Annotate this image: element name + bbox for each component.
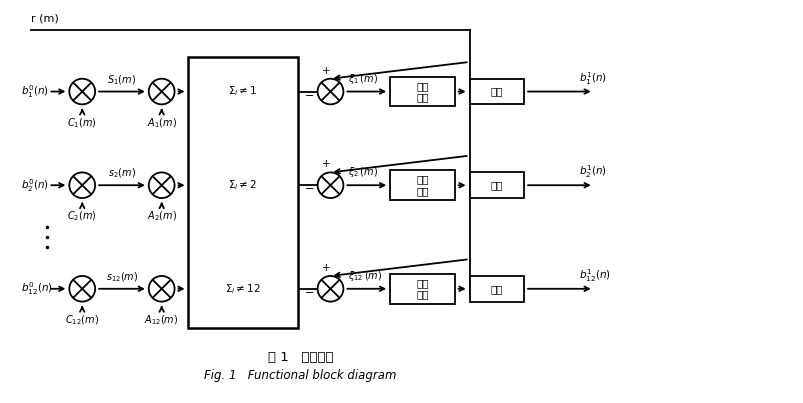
Text: $b^0_{12}(n)$: $b^0_{12}(n)$ bbox=[21, 280, 52, 297]
Text: $A_{12}(m)$: $A_{12}(m)$ bbox=[145, 314, 178, 327]
Bar bbox=[389, 77, 454, 106]
Bar bbox=[188, 57, 297, 328]
Text: $+$: $+$ bbox=[320, 158, 330, 169]
Text: 匹配
滤波: 匹配 滤波 bbox=[416, 174, 428, 196]
Text: $-$: $-$ bbox=[304, 182, 314, 192]
Text: $S_{1}(m)$: $S_{1}(m)$ bbox=[108, 73, 137, 87]
Text: $C_{12}(m)$: $C_{12}(m)$ bbox=[65, 314, 99, 327]
Bar bbox=[469, 79, 524, 104]
Text: $s_{2}(m)$: $s_{2}(m)$ bbox=[108, 167, 136, 180]
Text: $A_{1}(m)$: $A_{1}(m)$ bbox=[146, 116, 177, 130]
Text: $\Sigma_i \neq 12$: $\Sigma_i \neq 12$ bbox=[225, 282, 261, 296]
Text: $C_{2}(m)$: $C_{2}(m)$ bbox=[67, 210, 97, 224]
Text: $C_{1}(m)$: $C_{1}(m)$ bbox=[67, 116, 97, 130]
Text: $s_{12}(m)$: $s_{12}(m)$ bbox=[106, 270, 138, 284]
Bar bbox=[389, 274, 454, 303]
Text: $\xi_{2}\,(m)$: $\xi_{2}\,(m)$ bbox=[348, 165, 378, 179]
Bar bbox=[469, 276, 524, 301]
Text: $+$: $+$ bbox=[320, 262, 330, 273]
Text: $\xi_{12}\,(m)$: $\xi_{12}\,(m)$ bbox=[348, 269, 382, 283]
Text: $\xi_{1}\,(m)$: $\xi_{1}\,(m)$ bbox=[348, 72, 378, 85]
Text: 匹配
滤波: 匹配 滤波 bbox=[416, 81, 428, 102]
Text: 图 1   原理框图: 图 1 原理框图 bbox=[267, 351, 333, 364]
Bar bbox=[389, 170, 454, 200]
Text: 判决: 判决 bbox=[490, 284, 503, 294]
Text: $b^0_{2}(n)$: $b^0_{2}(n)$ bbox=[21, 177, 49, 193]
Text: Fig. 1   Functional block diagram: Fig. 1 Functional block diagram bbox=[204, 369, 397, 382]
Text: $+$: $+$ bbox=[320, 65, 330, 76]
Text: $-$: $-$ bbox=[304, 286, 314, 296]
Text: r (m): r (m) bbox=[31, 13, 59, 23]
Text: $b^0_{1}(n)$: $b^0_{1}(n)$ bbox=[21, 83, 49, 100]
Text: $A_{2}(m)$: $A_{2}(m)$ bbox=[146, 210, 177, 224]
Text: $b^1_{12}(n)$: $b^1_{12}(n)$ bbox=[578, 267, 609, 284]
Text: 判决: 判决 bbox=[490, 180, 503, 190]
Text: 匹配
滤波: 匹配 滤波 bbox=[416, 278, 428, 299]
Bar bbox=[469, 172, 524, 198]
Text: $b^1_{2}(n)$: $b^1_{2}(n)$ bbox=[578, 164, 606, 180]
Text: $\Sigma_i \neq 2$: $\Sigma_i \neq 2$ bbox=[228, 178, 258, 192]
Text: 判决: 判决 bbox=[490, 87, 503, 97]
Text: $b^1_{1}(n)$: $b^1_{1}(n)$ bbox=[578, 70, 606, 87]
Text: $\Sigma_i \neq 1$: $\Sigma_i \neq 1$ bbox=[228, 85, 258, 98]
Text: $-$: $-$ bbox=[304, 89, 314, 98]
